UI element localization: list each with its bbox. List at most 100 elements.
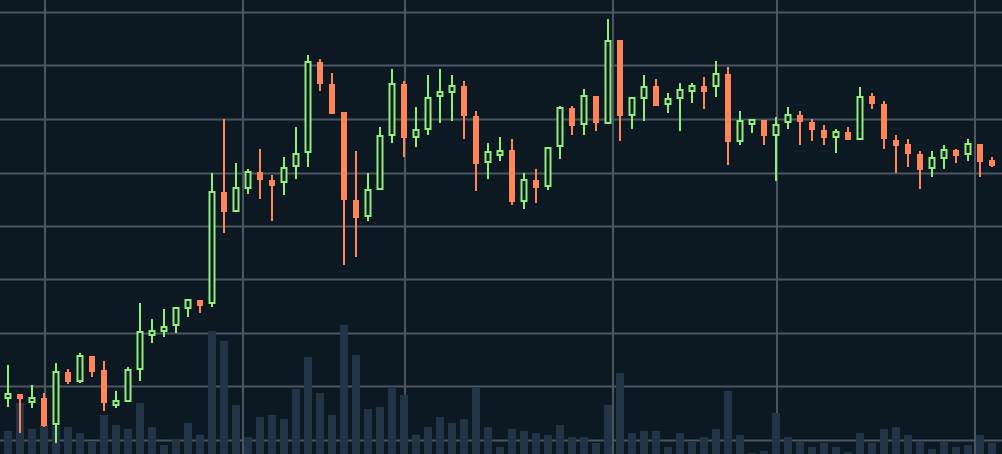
candle-up bbox=[856, 87, 864, 140]
volume-bar bbox=[808, 447, 816, 454]
candle-down bbox=[905, 139, 911, 167]
candle-up bbox=[112, 391, 120, 408]
candle-body bbox=[280, 167, 288, 183]
volume-bar bbox=[304, 357, 312, 454]
candle-up bbox=[412, 107, 420, 147]
candle-down bbox=[509, 139, 515, 205]
volume-bar bbox=[172, 439, 180, 454]
volume-bar bbox=[988, 443, 996, 454]
volume-bar bbox=[844, 452, 852, 454]
candle-body bbox=[473, 116, 479, 164]
volume-bar bbox=[388, 387, 396, 454]
candle-up bbox=[148, 319, 156, 343]
candle-body bbox=[101, 370, 107, 403]
candle-body bbox=[736, 120, 744, 142]
candle-body bbox=[940, 149, 948, 159]
volume-bar bbox=[136, 403, 144, 454]
candle-body bbox=[244, 171, 252, 189]
candle-body bbox=[953, 150, 959, 156]
candle-down bbox=[893, 135, 899, 173]
candle-body bbox=[124, 369, 132, 402]
candle-body bbox=[653, 86, 659, 106]
volume-bar bbox=[196, 435, 204, 454]
volume-bar bbox=[352, 355, 360, 454]
volume-bar bbox=[412, 435, 420, 454]
volume-bars bbox=[4, 325, 996, 454]
candle-up bbox=[940, 145, 948, 169]
candle-up bbox=[712, 61, 720, 97]
candle-down bbox=[269, 175, 275, 221]
volume-bar bbox=[88, 441, 96, 454]
volume-bar bbox=[904, 435, 912, 454]
candle-body bbox=[52, 371, 60, 425]
candle-body bbox=[580, 95, 588, 125]
candle-body bbox=[533, 180, 539, 188]
candle-up bbox=[160, 309, 168, 337]
volume-bar bbox=[928, 449, 936, 454]
candle-down bbox=[977, 144, 983, 177]
candle-up bbox=[484, 143, 492, 179]
candle-body bbox=[424, 97, 432, 130]
volume-bar bbox=[448, 423, 456, 454]
volume-bar bbox=[760, 451, 768, 454]
candle-body bbox=[784, 114, 792, 123]
candle-up bbox=[436, 69, 444, 123]
candle-body bbox=[484, 151, 492, 163]
candle-body bbox=[496, 150, 504, 156]
candle-up bbox=[424, 75, 432, 135]
volume-bar bbox=[280, 419, 288, 454]
candle-body bbox=[569, 108, 575, 126]
candle-up bbox=[544, 147, 552, 190]
volume-bar bbox=[100, 415, 108, 454]
candle-up bbox=[304, 55, 312, 167]
candle-body bbox=[436, 91, 444, 97]
candle-up bbox=[280, 157, 288, 195]
candle-down bbox=[593, 96, 599, 131]
candle-body bbox=[809, 122, 815, 130]
volume-bar bbox=[640, 431, 648, 454]
candle-body bbox=[65, 372, 71, 382]
volume-bar bbox=[544, 435, 552, 454]
volume-bar bbox=[220, 341, 228, 454]
volume-bar bbox=[400, 395, 408, 454]
candle-body bbox=[628, 97, 636, 116]
candle-body bbox=[304, 61, 312, 153]
volume-bar bbox=[28, 429, 36, 454]
volume-bar bbox=[364, 409, 372, 454]
candle-down bbox=[353, 151, 359, 257]
candle-down bbox=[41, 393, 47, 427]
candle-down bbox=[329, 73, 335, 114]
candle-down bbox=[317, 59, 323, 91]
candle-down bbox=[725, 67, 731, 165]
candle-body bbox=[761, 120, 767, 136]
volume-bar bbox=[676, 433, 684, 454]
candle-down bbox=[761, 120, 767, 145]
volume-bar bbox=[436, 417, 444, 454]
candle-up bbox=[76, 353, 84, 383]
candle-body bbox=[989, 160, 995, 166]
candle-up bbox=[364, 173, 372, 221]
candle-body bbox=[353, 200, 359, 218]
volume-bar bbox=[340, 325, 348, 454]
candle-body bbox=[401, 84, 407, 138]
volume-bar bbox=[580, 437, 588, 454]
candle-body bbox=[197, 300, 203, 306]
candle-down bbox=[821, 125, 827, 145]
volume-bar bbox=[940, 441, 948, 454]
candle-body bbox=[881, 104, 887, 139]
volume-bar bbox=[604, 405, 612, 454]
candle-up bbox=[784, 107, 792, 129]
volume-bar bbox=[820, 443, 828, 454]
candle-body bbox=[617, 40, 623, 116]
candle-body bbox=[208, 191, 216, 304]
candle-body bbox=[388, 83, 396, 136]
candle-down bbox=[65, 369, 71, 384]
candle-down bbox=[845, 127, 851, 140]
candle-body bbox=[232, 187, 240, 212]
candle-body bbox=[593, 96, 599, 123]
candle-body bbox=[17, 394, 23, 399]
candle-body bbox=[821, 130, 827, 138]
candle-up bbox=[136, 303, 144, 381]
candle-down bbox=[401, 81, 407, 157]
candles bbox=[4, 19, 995, 443]
